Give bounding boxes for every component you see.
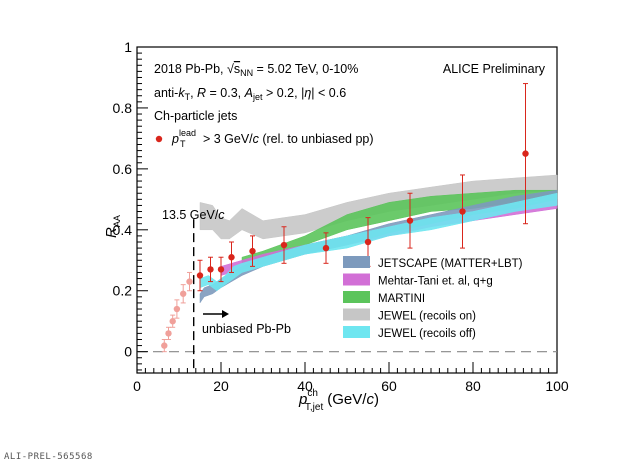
data-point bbox=[406, 217, 414, 224]
data-point bbox=[322, 244, 330, 252]
data-point bbox=[217, 266, 225, 273]
annotation-line2: anti-kT, R = 0.3, Ajet > 0.2, |η| < 0.6 bbox=[154, 86, 346, 102]
y-axis-title: RAA bbox=[103, 215, 122, 238]
faded-data-point bbox=[169, 318, 176, 325]
band-jewel-recoils-off bbox=[199, 192, 558, 292]
legend-label: JEWEL (recoils off) bbox=[378, 328, 476, 340]
data-legend-label: plead T > 3 GeV/c (rel. to unbiased pp) bbox=[171, 128, 374, 149]
data-point bbox=[364, 238, 372, 246]
annotation-line1: 2018 Pb-Pb, √sNN = 5.02 TeV, 0-10% bbox=[154, 62, 358, 78]
faded-data-point bbox=[165, 330, 172, 337]
y-tick-label: 0.4 bbox=[113, 222, 133, 238]
x-axis-title: pch T,jet (GeV/c) bbox=[298, 388, 379, 413]
x-tick-label: 80 bbox=[465, 378, 481, 394]
annotation-line3: Ch-particle jets bbox=[154, 109, 237, 123]
data-point bbox=[280, 241, 288, 249]
x-tick-label: 20 bbox=[213, 378, 229, 394]
x-tick-label: 100 bbox=[545, 378, 569, 394]
data-point bbox=[228, 254, 235, 261]
data-legend-marker bbox=[155, 135, 163, 143]
y-tick-label: 0 bbox=[124, 344, 132, 360]
data-point bbox=[249, 247, 256, 255]
legend-swatch bbox=[343, 273, 370, 286]
faded-data-point bbox=[161, 342, 168, 349]
y-tick-label: 0.6 bbox=[113, 161, 133, 177]
watermark: ALI-PREL-565568 bbox=[4, 452, 93, 462]
experiment-label: ALICE Preliminary bbox=[443, 62, 546, 76]
x-tick-label: 0 bbox=[133, 378, 141, 394]
faded-data-point bbox=[186, 278, 193, 285]
faded-data-point bbox=[173, 305, 181, 313]
cut-label: 13.5 GeV/c bbox=[162, 208, 225, 222]
y-tick-label: 1 bbox=[124, 39, 132, 55]
y-tick-label: 0.8 bbox=[113, 100, 133, 116]
data-point bbox=[196, 272, 204, 279]
faded-data-point bbox=[180, 290, 187, 297]
x-tick-label: 60 bbox=[381, 378, 397, 394]
right-arrow-icon bbox=[203, 310, 229, 318]
x-tick-label: 40 bbox=[297, 378, 313, 394]
legend-swatch bbox=[343, 291, 370, 303]
data-point bbox=[207, 266, 214, 273]
data-point bbox=[459, 208, 466, 215]
data-points bbox=[161, 83, 529, 353]
legend-label: Mehtar-Tani et. al, q+g bbox=[378, 276, 493, 288]
legend-swatch bbox=[343, 256, 370, 268]
data-point bbox=[522, 150, 529, 157]
legend: JETSCAPE (MATTER+LBT) Mehtar-Tani et. al,… bbox=[343, 256, 523, 340]
axis-ticks: 0 20 40 60 80 100 0 0.2 0.4 0.6 0.8 1 bbox=[113, 39, 569, 394]
unbiased-label: unbiased Pb-Pb bbox=[202, 322, 291, 336]
legend-label: MARTINI bbox=[378, 293, 425, 305]
legend-label: JETSCAPE (MATTER+LBT) bbox=[378, 258, 523, 270]
y-tick-label: 0.2 bbox=[113, 283, 133, 299]
legend-label: JEWEL (recoils on) bbox=[378, 311, 476, 323]
legend-swatch bbox=[343, 308, 370, 321]
legend-swatch bbox=[343, 326, 370, 338]
